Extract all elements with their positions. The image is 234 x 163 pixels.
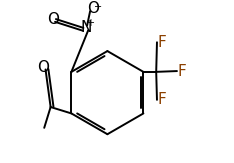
Text: F: F bbox=[158, 92, 167, 107]
Text: F: F bbox=[158, 35, 167, 50]
Text: O: O bbox=[37, 59, 49, 74]
Text: O: O bbox=[87, 1, 99, 16]
Text: O: O bbox=[47, 12, 59, 27]
Text: −: − bbox=[94, 2, 102, 12]
Text: +: + bbox=[86, 18, 94, 28]
Text: F: F bbox=[178, 64, 186, 79]
Text: N: N bbox=[80, 20, 91, 35]
